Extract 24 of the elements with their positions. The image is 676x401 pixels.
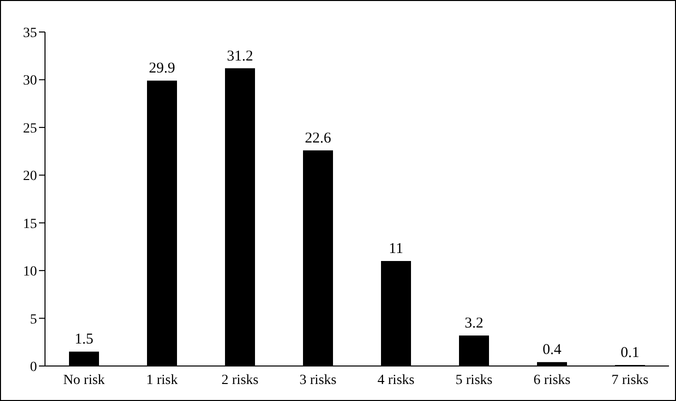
x-tick-label: 3 risks [300,372,336,388]
x-tick-label: 1 risk [146,372,178,388]
x-tick-label: 7 risks [612,372,648,388]
y-tick-label: 35 [23,26,37,41]
x-tick-label: 6 risks [534,372,570,388]
y-tick-label: 10 [23,264,37,280]
data-label: 3.2 [464,315,484,332]
x-tick-label: No risk [63,372,105,388]
x-tick-label: 5 risks [456,372,492,388]
data-label: 0.1 [620,345,640,362]
x-tick-label: 2 risks [222,372,258,388]
y-tick-label: 20 [23,169,37,184]
data-label: 11 [388,241,404,258]
y-tick-label: 0 [30,360,37,375]
y-tick-label: 30 [23,74,37,89]
x-tick-label: 4 risks [378,372,414,388]
data-label: 1.5 [74,332,94,348]
y-tick-label: 15 [23,216,37,232]
y-tick-label: 25 [23,121,37,136]
data-label: 29.9 [148,60,176,77]
y-tick-label: 5 [30,312,37,328]
data-label: 22.6 [304,130,332,146]
data-label: 31.2 [226,48,254,64]
data-label: 0.4 [542,342,562,358]
